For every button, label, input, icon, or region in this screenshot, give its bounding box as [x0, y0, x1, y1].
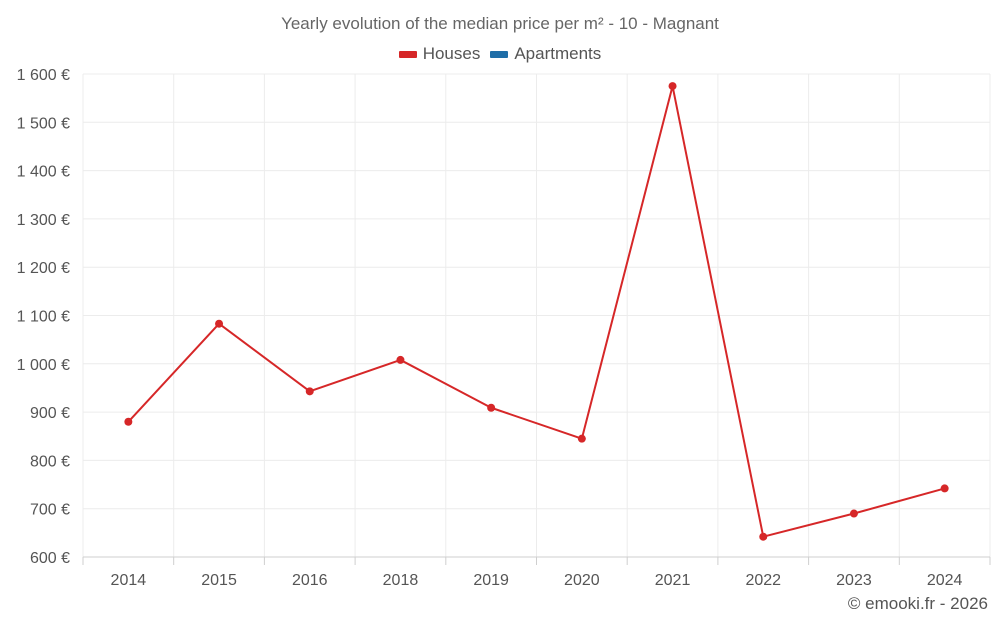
legend-swatch-houses: [398, 50, 417, 58]
credit-text: © emooki.fr - 2026: [847, 594, 988, 613]
x-tick-label: 2020: [564, 572, 600, 589]
legend-item-houses[interactable]: Houses: [398, 44, 481, 64]
legend-label-houses: Houses: [422, 44, 481, 63]
x-tick-label: 2022: [745, 572, 781, 589]
x-tick-label: 2023: [836, 572, 872, 589]
y-tick-label: 800 €: [30, 453, 70, 470]
x-tick-label: 2018: [383, 572, 419, 589]
grid-layer: [82, 73, 991, 557]
y-tick-label: 1 200 €: [17, 260, 70, 277]
data-point-houses-2016: [305, 387, 314, 396]
x-tick-label: 2015: [201, 572, 237, 589]
legend-item-apartments[interactable]: Apartments: [490, 44, 601, 64]
series-layer: [127, 85, 945, 538]
x-tick-label: 2021: [655, 572, 691, 589]
data-point-houses-2021: [668, 82, 677, 91]
data-point-houses-2023: [849, 509, 858, 518]
y-tick-label: 900 €: [30, 405, 70, 422]
y-tick-label: 1 600 €: [17, 67, 70, 84]
data-point-houses-2024: [940, 484, 949, 493]
x-tick-label: 2019: [473, 572, 509, 589]
data-point-houses-2014: [124, 417, 133, 426]
y-tick-label: 1 000 €: [17, 357, 70, 374]
series-line-houses: [127, 85, 945, 538]
y-tick-label: 1 300 €: [17, 212, 70, 229]
y-tick-label: 1 400 €: [17, 164, 70, 181]
y-tick-label: 700 €: [30, 502, 70, 519]
x-tick-label: 2024: [927, 572, 963, 589]
axis-layer: 600 € 700 € 800 € 900 € 1 000 € 1 100 € 1 200 …: [17, 67, 991, 589]
data-point-houses-2020: [577, 434, 586, 443]
data-point-houses-2018: [396, 355, 405, 364]
data-point-houses-2022: [759, 532, 768, 541]
y-tick-label: 600 €: [30, 550, 70, 567]
data-point-houses-2019: [487, 403, 496, 412]
chart-title: Yearly evolution of the median price per…: [281, 14, 719, 33]
chart-legend: Houses Apartments: [0, 44, 1000, 64]
points-layer: [124, 82, 949, 541]
data-point-houses-2015: [215, 319, 224, 328]
legend-label-apartments: Apartments: [514, 44, 602, 63]
x-tick-label: 2014: [111, 572, 147, 589]
y-tick-label: 1 100 €: [17, 309, 70, 326]
legend-swatch-apartments: [490, 50, 509, 58]
y-tick-label: 1 500 €: [17, 115, 70, 132]
x-tick-label: 2016: [292, 572, 328, 589]
